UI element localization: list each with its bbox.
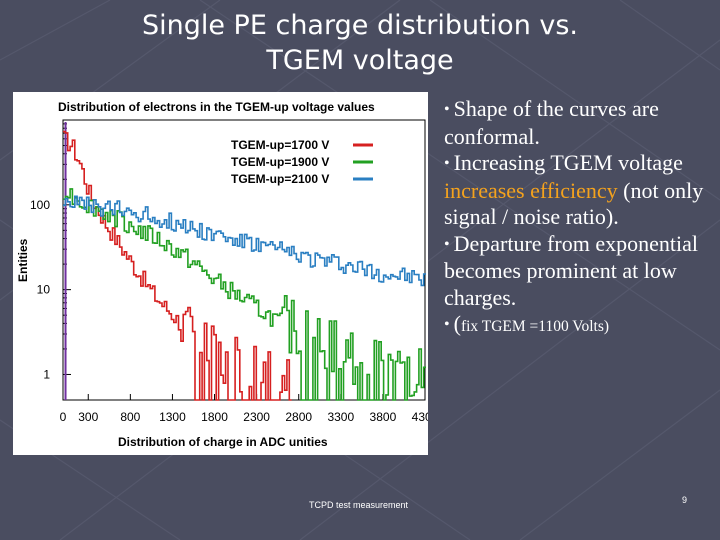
chart-panel: Distribution of electrons in the TGEM-up…: [13, 92, 439, 455]
series-line: [63, 195, 426, 287]
x-tick-label: 1300: [159, 410, 186, 424]
y-axis-label: Entities: [16, 238, 30, 282]
x-tick-label: 1800: [201, 410, 228, 424]
title-line-2: TGEM voltage: [266, 45, 454, 76]
x-tick-label: 4300: [412, 410, 428, 424]
x-axis-label: Distribution of charge in ADC unities: [118, 435, 328, 449]
bullet-item: • Increasing TGEM voltage increases effic…: [444, 150, 704, 229]
highlighted-text: increases efficiency: [444, 177, 618, 203]
footer-text: TCPD test measurement: [309, 500, 409, 510]
bullet-item: • Shape of the curves are conformal.: [444, 96, 659, 149]
page-number: 9: [682, 495, 688, 505]
legend-entry-label: TGEM-up=2100 V: [231, 172, 329, 186]
bullet-item: • (fix TGEM =1100 Volts): [444, 311, 610, 336]
legend-entry-label: TGEM-up=1700 V: [231, 138, 329, 152]
bullet-item: • Departure from exponential becomes prom…: [444, 230, 698, 310]
legend-entry-label: TGEM-up=1900 V: [231, 155, 329, 169]
y-tick-label: 1: [43, 367, 50, 381]
x-tick-label: 3800: [370, 410, 397, 424]
x-tick-label: 0: [60, 410, 67, 424]
y-tick-label: 100: [30, 198, 50, 212]
title-line-1: Single PE charge distribution vs.: [141, 10, 579, 41]
x-tick-label: 2300: [243, 410, 270, 424]
bullet-list: • Shape of the curves are conformal. • Inc…: [444, 96, 714, 341]
chart-title: Distribution of electrons in the TGEM-up…: [58, 100, 375, 114]
slide-title: Single PE charge distribution vs. TGEM v…: [60, 8, 660, 78]
x-tick-label: 800: [120, 410, 140, 424]
x-tick-label: 3300: [327, 410, 354, 424]
y-tick-label: 10: [37, 283, 51, 297]
x-tick-label: 300: [78, 410, 98, 424]
charge-distribution-chart: Distribution of electrons in the TGEM-up…: [16, 100, 439, 449]
series-line: [63, 188, 426, 401]
x-tick-label: 2800: [285, 410, 312, 424]
